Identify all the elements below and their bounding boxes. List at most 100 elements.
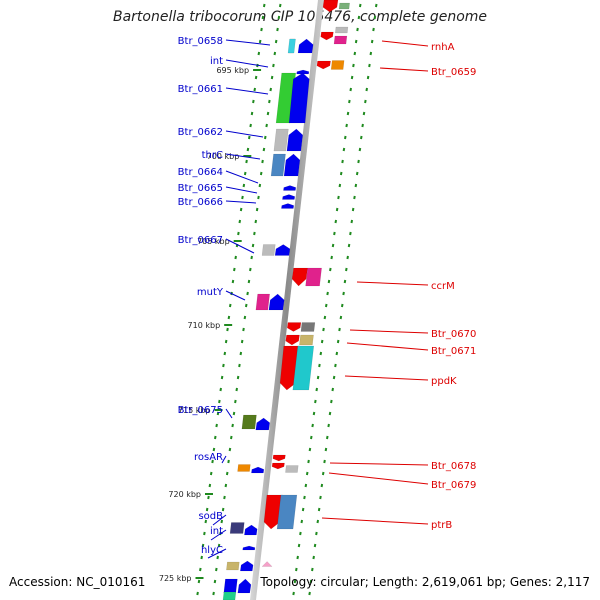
leader-line: [346, 342, 429, 351]
track-dash: [345, 123, 348, 128]
track-dash: [308, 447, 312, 452]
track-dash: [343, 279, 347, 284]
track-dash: [361, 123, 364, 128]
right-gene-labels: rnhA Btr_0659 ccrM Btr_0670 Btr_0671 ppdK Btr_…: [431, 42, 476, 531]
leader-line: [207, 548, 227, 559]
track-dash: [297, 543, 301, 548]
track-dash: [374, 3, 378, 8]
leader-line: [321, 517, 429, 525]
gene-feature: [292, 345, 315, 391]
track-dash: [318, 363, 321, 368]
track-dash: [296, 555, 299, 560]
track-dash: [240, 339, 244, 344]
track-dash: [264, 135, 267, 140]
track-dash: [311, 567, 314, 572]
track-dash: [326, 435, 329, 440]
track-dash: [226, 327, 229, 332]
track-dash: [272, 63, 275, 68]
gene-label: sodB: [198, 511, 223, 522]
track-dash: [299, 531, 302, 536]
track-dash: [213, 579, 217, 584]
leader-line: [356, 281, 429, 286]
track-dash: [204, 519, 208, 524]
track-dash: [242, 327, 245, 332]
gene-feature: [281, 203, 295, 209]
track-dash: [293, 579, 297, 584]
leader-line: [225, 153, 261, 160]
track-dash: [324, 303, 328, 308]
track-dash: [328, 411, 332, 416]
track-dash: [357, 159, 360, 164]
gene-feature: [316, 60, 331, 70]
track-dash: [333, 231, 336, 236]
track-dash: [300, 519, 304, 524]
track-dash: [307, 459, 310, 464]
gene-feature: [286, 322, 302, 332]
track-dash: [238, 219, 242, 224]
track-dash: [246, 147, 250, 152]
track-dash: [261, 159, 264, 164]
track-dash: [319, 351, 323, 356]
track-dash: [257, 51, 261, 56]
track-dash: [225, 471, 229, 476]
track-dash: [216, 555, 219, 560]
track-dash: [295, 567, 298, 572]
gene-feature: [268, 293, 285, 311]
track-dash: [199, 567, 202, 572]
track-dash: [244, 303, 248, 308]
gene-feature: [237, 578, 252, 594]
gene-feature: [276, 494, 298, 530]
gene-label: mutY: [197, 287, 224, 298]
track-dash: [339, 171, 343, 176]
gene-label: Btr_0675: [178, 405, 223, 416]
track-dash: [312, 411, 316, 416]
track-dash: [337, 195, 340, 200]
track-dash: [292, 591, 295, 596]
track-dash: [342, 147, 346, 152]
gene-feature: [333, 35, 348, 45]
track-dash: [228, 447, 232, 452]
track-dash: [317, 507, 321, 512]
track-dash: [246, 291, 249, 296]
track-dash: [253, 231, 256, 236]
track-dash: [340, 303, 344, 308]
leader-line: [349, 329, 429, 334]
track-dash: [237, 231, 240, 236]
track-dash: [344, 135, 347, 140]
gene-label: int: [210, 56, 223, 67]
track-dash: [352, 63, 355, 68]
track-dash: [323, 459, 326, 464]
left-leader-lines: [207, 39, 271, 559]
track-dash: [270, 75, 274, 80]
leader-line: [225, 39, 271, 46]
track-dash: [257, 195, 260, 200]
track-dash: [262, 3, 266, 8]
track-dash: [335, 207, 339, 212]
leader-line: [225, 87, 269, 95]
track-dash: [358, 3, 362, 8]
track-dash: [320, 339, 324, 344]
track-dash: [346, 111, 350, 116]
gene-feature: [271, 462, 285, 470]
gene-feature: [296, 69, 310, 75]
track-dash: [260, 27, 263, 32]
track-dash: [236, 375, 240, 380]
gene-feature: [286, 128, 304, 152]
gene-label: Btr_0664: [178, 167, 223, 178]
gene-feature: [322, 0, 339, 13]
leader-line: [381, 40, 429, 47]
track-dash: [308, 591, 311, 596]
track-dash: [320, 483, 324, 488]
kbp-label: 720 kbp: [168, 490, 201, 499]
track-dash: [239, 207, 243, 212]
track-dash: [224, 483, 228, 488]
track-dash: [250, 111, 254, 116]
track-dash: [242, 183, 246, 188]
track-dash: [327, 279, 331, 284]
gene-feature: [274, 244, 291, 256]
track-dash: [231, 423, 234, 428]
track-dash: [345, 267, 348, 272]
track-dash: [249, 267, 252, 272]
gene-label: Btr_0678: [431, 461, 476, 472]
track-dash: [324, 447, 328, 452]
